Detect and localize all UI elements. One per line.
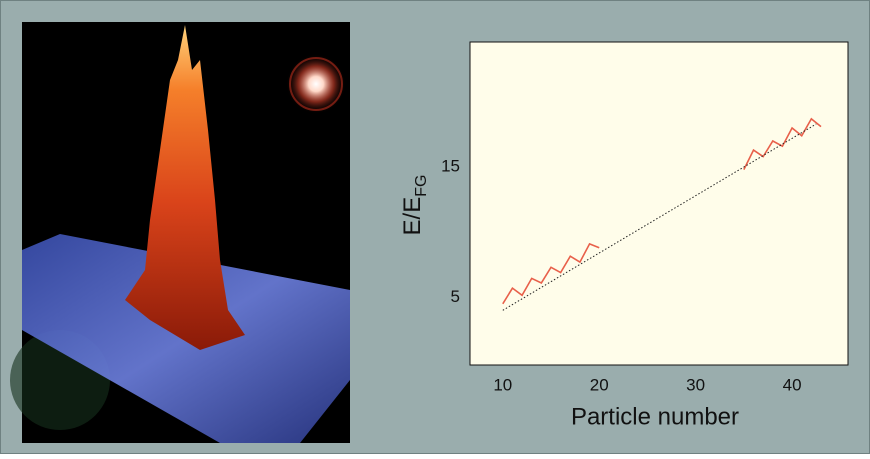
- x-axis-label: Particle number: [571, 403, 739, 430]
- y-tick-label: 15: [441, 157, 460, 176]
- illustration: [10, 22, 350, 443]
- plot-area: [469, 41, 849, 366]
- y-label-sub: FG: [413, 175, 430, 197]
- x-tick-label: 30: [686, 375, 705, 394]
- series-line: [502, 242, 600, 305]
- y-tick-label: 5: [451, 287, 460, 306]
- series-line: [502, 123, 817, 311]
- x-tick-label: 40: [783, 375, 802, 394]
- y-axis-label: E/EFG: [399, 175, 430, 236]
- y-label-main: E/E: [399, 197, 426, 236]
- flare-ring: [289, 57, 343, 111]
- series-line: [743, 117, 822, 170]
- plot: 10 20 30 40 5 15: [441, 117, 822, 394]
- y-axis-label-text: E/EFG: [399, 175, 430, 236]
- x-tick-label: 20: [590, 375, 609, 394]
- x-tick-label: 10: [493, 375, 512, 394]
- density-peak: [125, 25, 245, 350]
- light-flare: [286, 54, 346, 114]
